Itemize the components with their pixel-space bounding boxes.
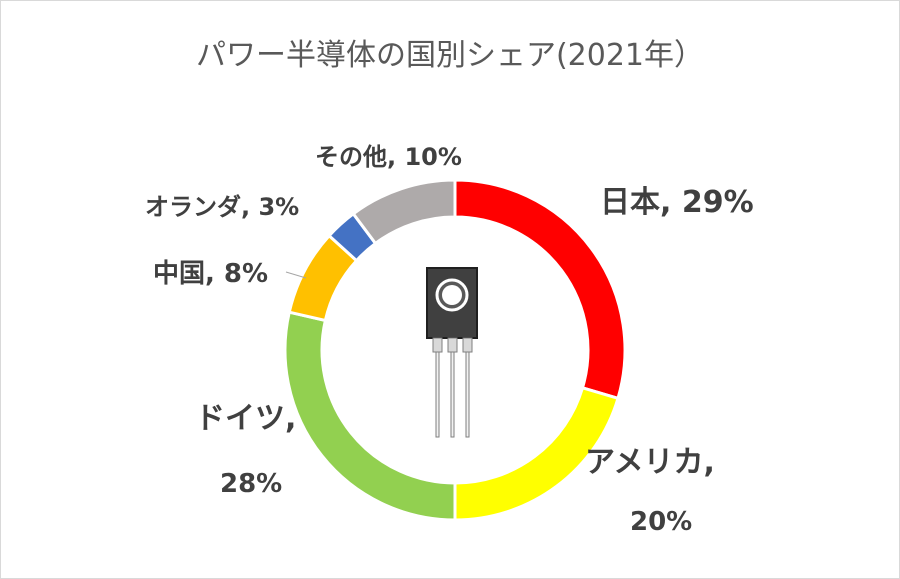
data-labels: 日本, 29% アメリカ, 20% ドイツ, 28% 中国, 8% オランダ, 3% その他,… [145,143,754,537]
data-label-china: 中国, 8% [153,259,268,289]
data-label-japan: 日本, 29% [600,185,754,220]
data-label-usa-1: アメリカ, [585,445,715,480]
doughnut-slices [283,178,627,522]
slice-germany [283,310,457,522]
data-label-other: その他, 10% [315,143,462,171]
data-label-usa-2: 20% [630,507,692,537]
slice-other [351,178,457,246]
data-label-germany-2: 28% [220,469,282,499]
data-label-netherlands: オランダ, 3% [145,193,299,221]
chart-title: パワー半導体の国別シェア(2021年） [195,38,705,73]
leader-line-china [285,271,307,279]
transistor-icon [426,267,478,438]
data-label-germany-1: ドイツ, [195,401,296,436]
